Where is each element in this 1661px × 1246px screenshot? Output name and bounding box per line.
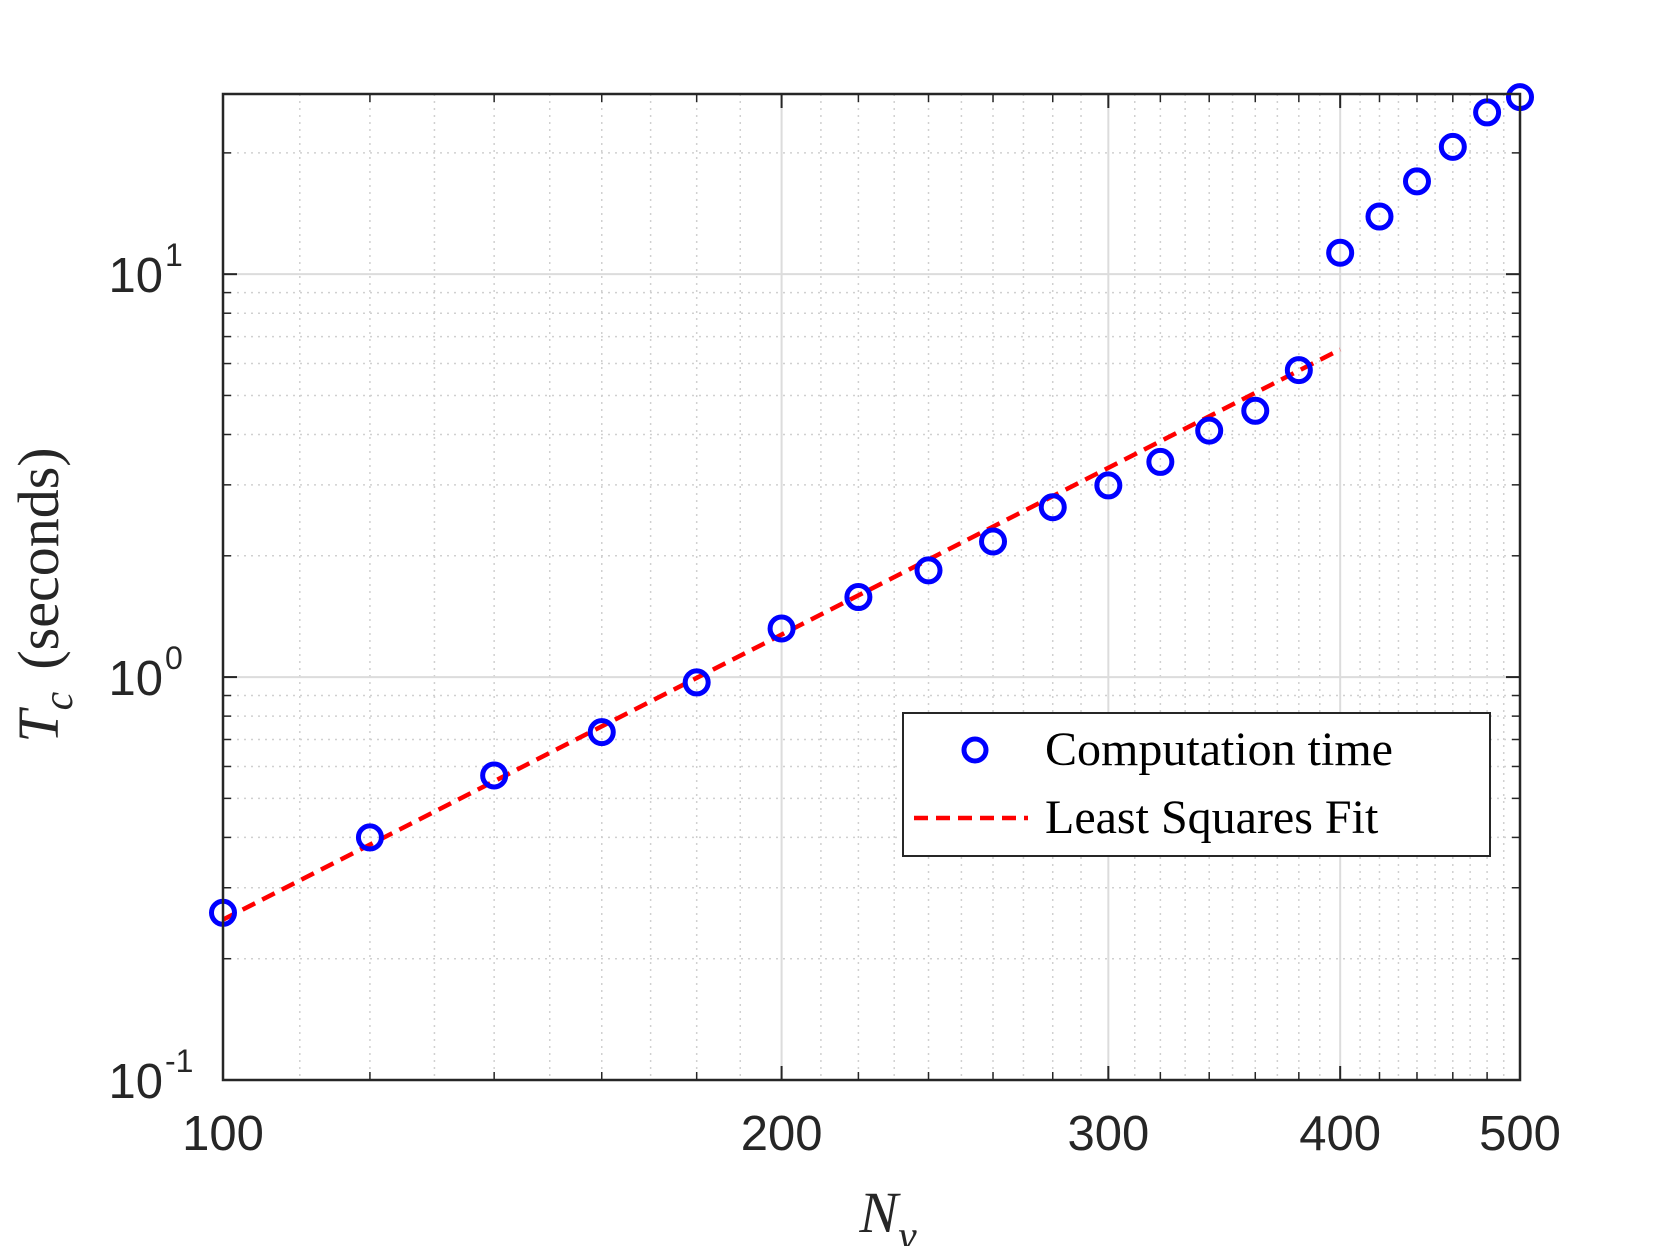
data-point xyxy=(480,761,509,790)
x-axis-symbol: N xyxy=(858,1180,901,1245)
x-tick-label: 300 xyxy=(1067,1107,1149,1161)
data-point xyxy=(682,668,711,697)
y-tick-exponent: 1 xyxy=(165,237,183,273)
data-point xyxy=(1402,167,1431,196)
y-tick-base: 10 xyxy=(108,1055,163,1109)
fit-line xyxy=(221,347,1342,922)
data-point xyxy=(1094,471,1123,500)
plot-frame xyxy=(221,92,1522,1082)
data-point xyxy=(1326,238,1355,267)
y-tick-exponent: 0 xyxy=(165,640,183,676)
y-tick-base: 10 xyxy=(108,249,163,303)
y-tick-label: 10 xyxy=(108,652,163,706)
y-axis-symbol: T xyxy=(6,707,71,743)
data-point xyxy=(1038,493,1067,522)
legend-label-computation-time: Computation time xyxy=(1045,723,1393,776)
legend-marker-computation-time xyxy=(961,736,989,764)
legend-label-least-squares-fit: Least Squares Fit xyxy=(1045,791,1379,844)
y-tick-label: 10 xyxy=(108,1055,163,1109)
x-tick-label: 100 xyxy=(182,1107,264,1161)
x-tick-label: 400 xyxy=(1299,1107,1381,1161)
x-axis-subscript: y xyxy=(894,1214,917,1246)
y-axis-text: (seconds) xyxy=(6,447,71,669)
x-axis-label: Ny xyxy=(858,1180,917,1246)
data-point xyxy=(1146,447,1175,476)
data-point xyxy=(1195,416,1224,445)
data-point xyxy=(1438,132,1467,161)
x-tick-label: 500 xyxy=(1479,1107,1561,1161)
y-tick-exponent: -1 xyxy=(165,1043,193,1079)
data-point xyxy=(914,556,943,585)
y-axis-subscript: c xyxy=(36,691,82,710)
y-tick-base: 10 xyxy=(108,652,163,706)
data-point xyxy=(1284,356,1313,385)
data-point xyxy=(1365,202,1394,231)
y-tick-label: 10 xyxy=(108,249,163,303)
data-point xyxy=(767,614,796,643)
legend-box xyxy=(902,712,1491,857)
data-point xyxy=(1241,396,1270,425)
legend: Computation time Least Squares Fit xyxy=(902,712,1491,857)
data-point xyxy=(587,718,616,747)
series xyxy=(209,83,1534,927)
x-tick-label: 200 xyxy=(741,1107,823,1161)
tick-marks xyxy=(222,94,1521,1081)
data-point xyxy=(979,527,1008,556)
data-point xyxy=(355,823,384,852)
x-tick-labels: 100 200 300 400 500 xyxy=(182,1107,1561,1161)
data-point xyxy=(844,583,873,612)
y-axis-label: Tc (seconds) xyxy=(6,447,82,742)
